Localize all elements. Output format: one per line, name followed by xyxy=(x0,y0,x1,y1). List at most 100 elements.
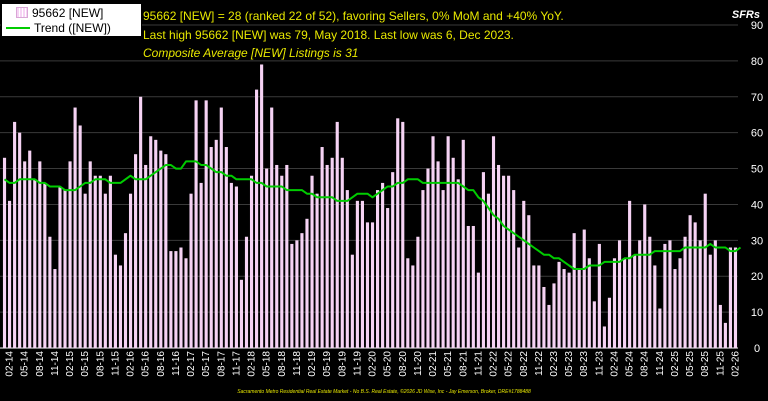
x-tick-label: 08-23 xyxy=(579,351,590,377)
bar xyxy=(663,243,667,348)
y-tick-label: 90 xyxy=(751,20,763,32)
units-label: SFRs xyxy=(731,9,760,21)
bar xyxy=(587,258,591,348)
bar xyxy=(572,233,576,348)
x-tick-label: 11-20 xyxy=(413,351,424,376)
x-tick-label: 11-15 xyxy=(110,351,121,376)
bar xyxy=(522,200,526,348)
bar xyxy=(53,269,57,348)
bar xyxy=(592,301,596,348)
bar xyxy=(678,258,682,348)
bar xyxy=(562,269,566,348)
legend-item-trend: Trend ([NEW]) xyxy=(2,20,111,35)
bar xyxy=(209,147,213,348)
bar xyxy=(728,247,733,348)
bar xyxy=(426,168,430,348)
bar xyxy=(416,236,420,348)
x-tick-label: 02-20 xyxy=(368,351,379,377)
bar xyxy=(118,265,123,348)
bar xyxy=(396,118,400,348)
bar xyxy=(345,190,349,348)
bar xyxy=(128,193,133,348)
y-tick-label: 30 xyxy=(751,235,763,247)
bar xyxy=(698,240,702,348)
bar xyxy=(239,279,244,348)
x-tick-label: 08-19 xyxy=(337,351,348,377)
bar xyxy=(169,251,173,348)
legend: 95662 [NEW] Trend ([NEW]) xyxy=(1,3,142,37)
y-tick-label: 70 xyxy=(751,92,763,104)
bar xyxy=(159,150,163,348)
bar xyxy=(502,175,506,348)
x-tick-label: 05-22 xyxy=(504,351,515,377)
bar xyxy=(265,168,269,348)
y-tick-label: 20 xyxy=(751,271,763,283)
bar xyxy=(617,240,622,348)
x-tick-label: 08-22 xyxy=(519,351,530,377)
bar xyxy=(219,107,223,349)
bar xyxy=(577,269,581,348)
bar xyxy=(48,236,52,348)
bar xyxy=(466,225,470,348)
bar xyxy=(134,154,138,348)
bar xyxy=(703,193,707,348)
bar xyxy=(310,175,314,348)
x-tick-label: 08-20 xyxy=(398,351,409,377)
x-tick-label: 05-19 xyxy=(322,351,333,377)
legend-label-bars: 95662 [NEW] xyxy=(32,5,104,20)
bar xyxy=(38,161,42,348)
bar xyxy=(260,64,264,348)
x-tick-label: 02-24 xyxy=(609,351,620,377)
bar xyxy=(340,157,344,348)
x-tick-label: 02-25 xyxy=(670,351,681,377)
bar xyxy=(658,308,662,348)
x-tick-label: 11-16 xyxy=(171,351,182,376)
bar xyxy=(623,258,627,348)
bar xyxy=(648,236,652,348)
bar xyxy=(18,132,22,348)
bar xyxy=(365,222,370,348)
bar xyxy=(83,193,87,348)
bar-series xyxy=(2,64,738,349)
bar xyxy=(7,200,12,348)
bar xyxy=(350,254,354,348)
bar xyxy=(204,100,208,348)
x-tick-label: 02-16 xyxy=(126,351,137,377)
bar xyxy=(451,157,455,348)
x-tick-label: 05-18 xyxy=(262,351,273,377)
x-tick-label: 08-14 xyxy=(35,351,46,377)
bar xyxy=(179,247,183,348)
bar xyxy=(471,225,475,348)
x-tick-label: 05-25 xyxy=(685,351,696,377)
headline-composite-average: Composite Average [NEW] Listings is 31 xyxy=(143,46,359,60)
bar xyxy=(58,186,62,348)
bar xyxy=(320,147,324,348)
bar xyxy=(224,147,228,348)
bar xyxy=(280,175,284,348)
x-tick-label: 02-15 xyxy=(65,351,76,377)
bar xyxy=(597,243,601,348)
bar xyxy=(23,161,27,348)
bar xyxy=(305,218,309,348)
legend-swatch-bar xyxy=(16,7,28,18)
x-tick-label: 11-19 xyxy=(352,351,363,376)
x-tick-label: 02-26 xyxy=(730,351,741,377)
trend-line-series xyxy=(3,160,742,270)
headline-high-low: Last high 95662 [NEW] was 79, May 2018. … xyxy=(143,28,514,42)
bar xyxy=(693,222,697,348)
bar xyxy=(295,240,299,348)
bar xyxy=(456,179,460,348)
x-tick-label: 05-21 xyxy=(443,351,454,377)
bar xyxy=(2,157,7,348)
x-tick-label: 08-18 xyxy=(277,351,288,377)
bar xyxy=(673,269,677,348)
bar xyxy=(375,190,380,348)
trend-line xyxy=(3,160,742,270)
bar xyxy=(476,272,480,348)
bar xyxy=(78,125,82,348)
bar xyxy=(486,193,491,348)
bar xyxy=(370,222,375,348)
y-tick-label: 80 xyxy=(751,56,763,68)
bar xyxy=(98,175,102,348)
bar xyxy=(164,154,168,348)
